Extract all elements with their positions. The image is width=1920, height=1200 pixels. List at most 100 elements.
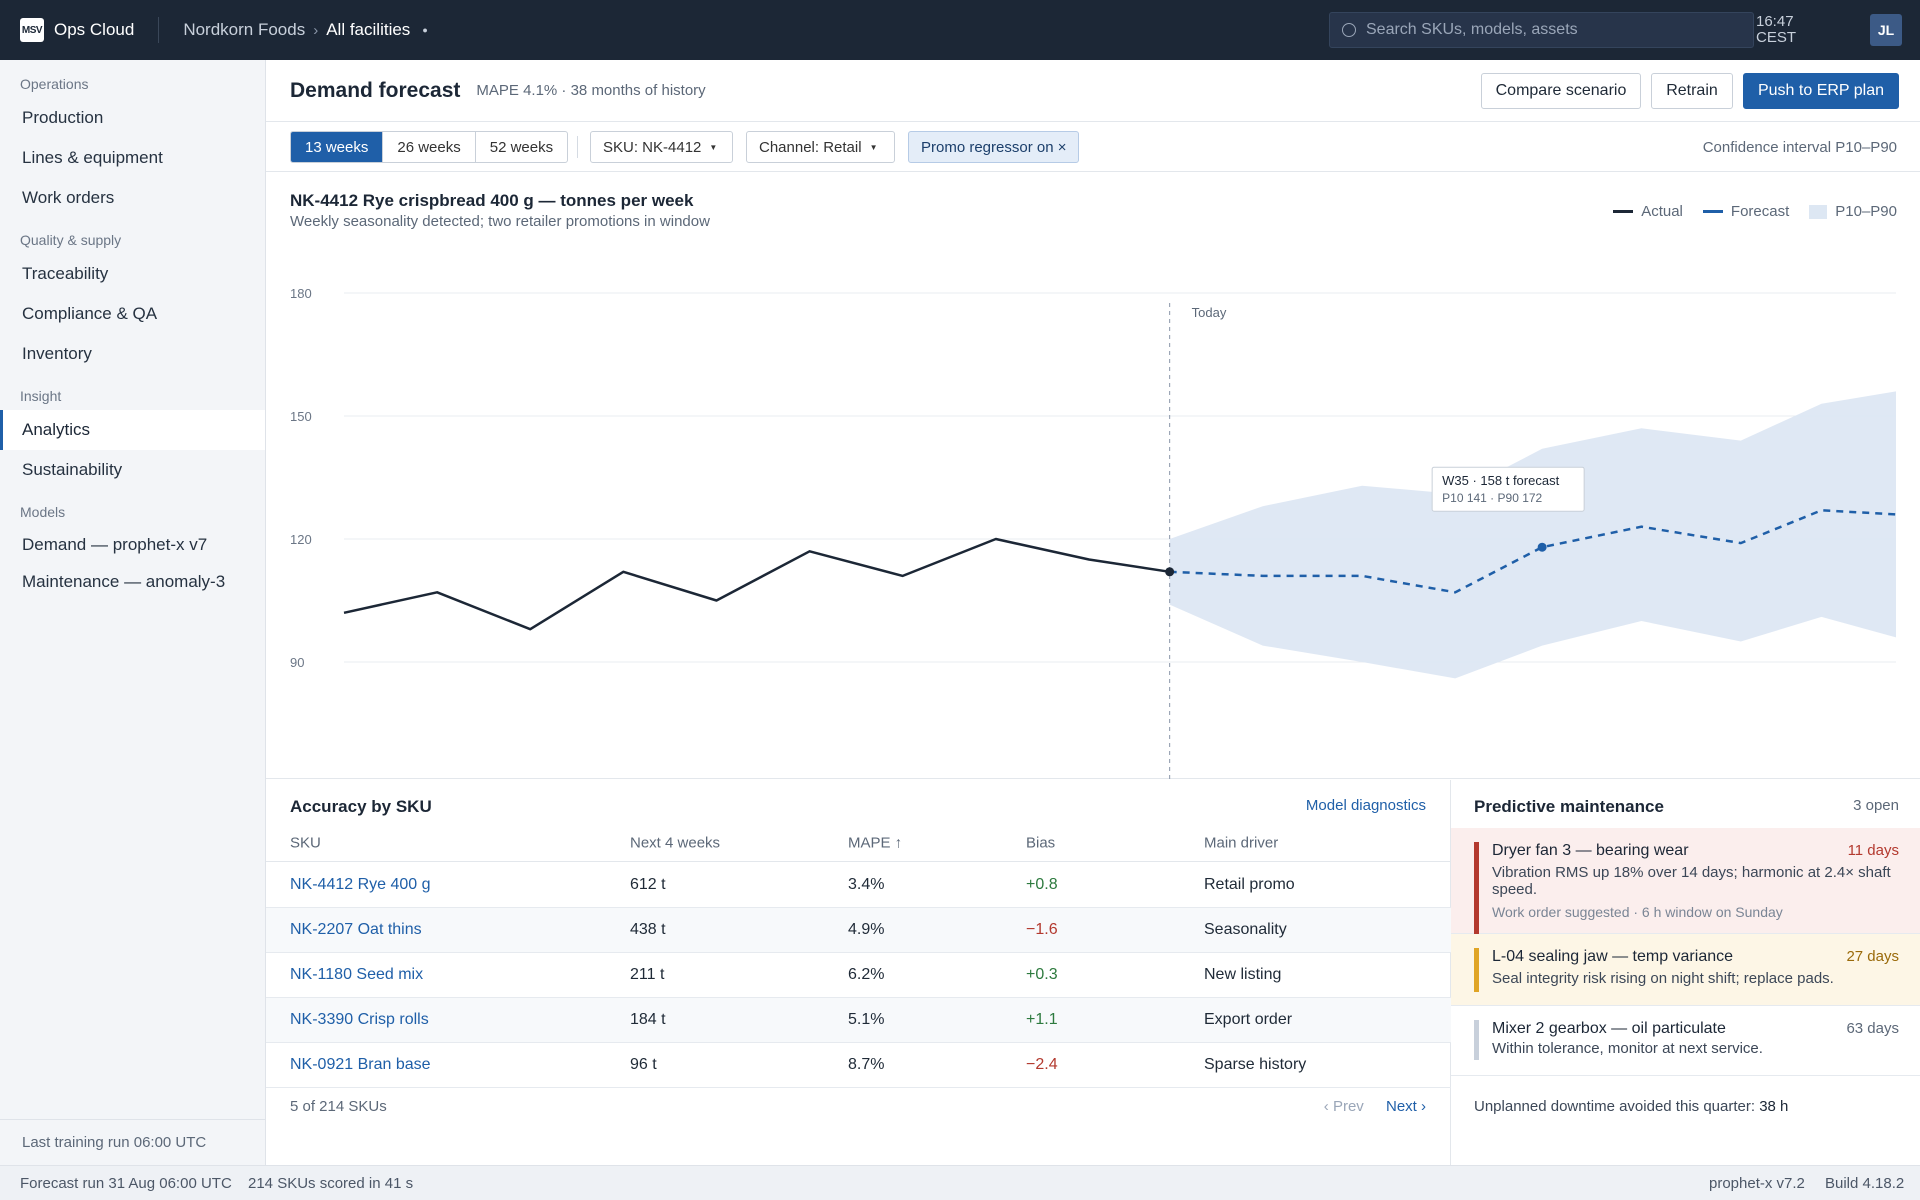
cell-mape: 4.9% xyxy=(848,921,885,938)
cell-sku[interactable]: NK-3390 Crisp rolls xyxy=(290,1011,429,1028)
maintenance-card[interactable]: L-04 sealing jaw — temp variance 27 days S… xyxy=(1451,934,1920,1006)
accuracy-title: Accuracy by SKU xyxy=(290,797,432,816)
channel-filter-dropdown[interactable]: Channel: Retail ▼ xyxy=(746,131,895,163)
horizon-toggle: 13 weeks 26 weeks 52 weeks xyxy=(290,131,569,163)
maintenance-card[interactable]: Mixer 2 gearbox — oil particulate 63 days… xyxy=(1451,1006,1920,1076)
legend-label-forecast: Forecast xyxy=(1730,203,1790,220)
cell-mape: 5.1% xyxy=(848,1011,885,1028)
y-tick-label: 90 xyxy=(290,655,304,670)
sidebar-item-sustainability[interactable]: Sustainability xyxy=(22,460,123,479)
sku-filter-label: SKU: NK-4412 xyxy=(603,138,702,156)
maintenance-asset: Mixer 2 gearbox — oil particulate xyxy=(1492,1020,1726,1037)
accuracy-panel: Accuracy by SKU Model diagnostics SKU Nex… xyxy=(266,780,1451,1165)
cell-sku[interactable]: NK-0921 Bran base xyxy=(290,1056,431,1073)
prev-page-button[interactable]: ‹ Prev xyxy=(1323,1098,1364,1115)
facility-selector[interactable]: All facilities xyxy=(326,20,411,39)
column-header-next-4-weeks: Next 4 weeks xyxy=(630,834,721,851)
forecast-chart: 180 150 120 90 60 Today W35 · 158 t forecast P1… xyxy=(266,173,1920,779)
sidebar-group-quality-supply: Quality & supply xyxy=(20,232,122,248)
promo-regressor-chip[interactable]: Promo regressor on × xyxy=(908,131,1080,163)
search-input[interactable]: Search SKUs, models, assets xyxy=(1329,12,1754,48)
app-logo[interactable]: MSV xyxy=(20,18,44,42)
chevron-down-icon[interactable]: ● xyxy=(422,25,428,35)
maintenance-panel: Predictive maintenance 3 open Dryer fan … xyxy=(1451,780,1920,1165)
legend-actual: Actual xyxy=(1613,203,1683,220)
retrain-button[interactable]: Retrain xyxy=(1651,73,1733,109)
column-header-mape[interactable]: MAPE ↑ xyxy=(848,834,903,851)
sidebar-item-analytics[interactable]: Analytics xyxy=(0,410,265,450)
cell-bias: +0.8 xyxy=(1026,876,1058,893)
y-tick-label: 120 xyxy=(290,532,312,547)
tooltip-range: P10 141 · P90 172 xyxy=(1442,491,1542,505)
today-label: Today xyxy=(1192,305,1227,320)
cell-sku[interactable]: NK-1180 Seed mix xyxy=(290,966,424,983)
y-tick-label: 150 xyxy=(290,409,312,424)
maintenance-note: Work order suggested · 6 h window on Sun… xyxy=(1492,904,1783,920)
cell-driver: Seasonality xyxy=(1204,921,1287,938)
search-icon xyxy=(1342,23,1356,37)
cell-sku[interactable]: NK-4412 Rye 400 g xyxy=(290,876,431,893)
main-content: Demand forecast MAPE 4.1% · 38 months of… xyxy=(266,60,1920,1165)
maintenance-card[interactable]: Dryer fan 3 — bearing wear 11 days Vibrati… xyxy=(1451,828,1920,934)
org-breadcrumb[interactable]: Nordkorn Foods xyxy=(183,20,306,39)
top-bar: MSV Ops Cloud Nordkorn Foods › All facil… xyxy=(0,0,1920,60)
sku-count: 5 of 214 SKUs xyxy=(290,1098,387,1115)
scored-status: 214 SKUs scored in 41 s xyxy=(248,1175,414,1192)
table-row[interactable]: NK-1180 Seed mix 211 t 6.2% +0.3 New listing xyxy=(266,953,1451,998)
table-row[interactable]: NK-0921 Bran base 96 t 8.7% −2.4 Sparse hist… xyxy=(266,1043,1451,1088)
toolbar-divider xyxy=(577,136,578,158)
chart-subtitle: Weekly seasonality detected; two retaile… xyxy=(290,213,710,230)
cell-mape: 8.7% xyxy=(848,1056,885,1073)
sidebar-item-work-orders[interactable]: Work orders xyxy=(22,188,115,207)
channel-filter-label: Channel: Retail xyxy=(759,138,862,156)
cell-next: 184 t xyxy=(630,1011,666,1028)
legend-swatch-band xyxy=(1809,204,1828,219)
search-placeholder: Search SKUs, models, assets xyxy=(1366,21,1578,38)
sidebar-item-maintenance-anomaly-3[interactable]: Maintenance — anomaly-3 xyxy=(22,571,226,591)
cell-driver: Retail promo xyxy=(1204,876,1295,893)
cell-sku[interactable]: NK-2207 Oat thins xyxy=(290,921,422,938)
app-name[interactable]: Ops Cloud xyxy=(54,20,135,39)
forecast-run-status: Forecast run 31 Aug 06:00 UTC xyxy=(20,1175,232,1192)
y-tick-label: 60 xyxy=(290,778,304,779)
cell-bias: −2.4 xyxy=(1026,1056,1058,1073)
sidebar-item-demand-prophet-x-v7[interactable]: Demand — prophet-x v7 xyxy=(22,534,208,554)
next-page-button[interactable]: Next › xyxy=(1385,1098,1426,1115)
cell-next: 96 t xyxy=(630,1056,657,1073)
caret-down-icon: ▼ xyxy=(869,142,878,152)
chart-canvas[interactable]: 180 150 120 90 60 Today W35 · 158 t forecast P1… xyxy=(266,173,1920,779)
table-row[interactable]: NK-2207 Oat thins 438 t 4.9% −1.6 Seasonalit… xyxy=(266,908,1451,953)
horizon-26-weeks[interactable]: 26 weeks xyxy=(383,132,476,162)
maintenance-asset: L-04 sealing jaw — temp variance xyxy=(1492,948,1734,965)
page-title: Demand forecast xyxy=(290,78,461,102)
pagination: ‹ Prev Next › xyxy=(1324,1098,1426,1115)
cell-driver: New listing xyxy=(1204,966,1282,983)
cell-next: 612 t xyxy=(630,876,666,893)
severity-bar xyxy=(1474,948,1479,992)
confidence-interval-label: Confidence interval P10–P90 xyxy=(1702,139,1897,156)
toolbar: 13 weeks 26 weeks 52 weeks SKU: NK-4412 ▼ C… xyxy=(266,122,1920,172)
sidebar-item-traceability[interactable]: Traceability xyxy=(22,264,109,283)
table-row[interactable]: NK-3390 Crisp rolls 184 t 5.1% +1.1 Export o… xyxy=(266,998,1451,1043)
sidebar-item-lines-equipment[interactable]: Lines & equipment xyxy=(22,148,163,167)
maintenance-description: Vibration RMS up 18% over 14 days; harmo… xyxy=(1492,864,1891,898)
maintenance-description: Within tolerance, monitor at next servic… xyxy=(1492,1040,1763,1057)
cell-mape: 6.2% xyxy=(848,966,885,983)
accuracy-table-header: SKU Next 4 weeks MAPE ↑ Bias Main driver xyxy=(266,824,1451,862)
page-meta: MAPE 4.1% · 38 months of history xyxy=(476,82,706,99)
sidebar-item-compliance-qa[interactable]: Compliance & QA xyxy=(22,304,158,323)
avatar[interactable]: JL xyxy=(1870,14,1902,46)
legend-forecast: Forecast xyxy=(1702,203,1790,220)
sku-filter-dropdown[interactable]: SKU: NK-4412 ▼ xyxy=(590,131,733,163)
push-to-erp-button[interactable]: Push to ERP plan xyxy=(1743,73,1899,109)
model-diagnostics-link[interactable]: Model diagnostics xyxy=(1305,797,1426,814)
horizon-52-weeks[interactable]: 52 weeks xyxy=(489,138,554,156)
sidebar-item-inventory[interactable]: Inventory xyxy=(22,344,92,363)
maintenance-title: Predictive maintenance xyxy=(1474,797,1664,816)
table-row[interactable]: NK-4412 Rye 400 g 612 t 3.4% +0.8 Retail pro… xyxy=(266,863,1451,908)
tooltip-title: W35 · 158 t forecast xyxy=(1442,473,1559,488)
compare-scenario-button[interactable]: Compare scenario xyxy=(1481,73,1641,109)
sidebar-group-models: Models xyxy=(20,504,66,520)
sidebar-item-production[interactable]: Production xyxy=(22,108,104,127)
horizon-13-weeks[interactable]: 13 weeks xyxy=(291,132,384,162)
